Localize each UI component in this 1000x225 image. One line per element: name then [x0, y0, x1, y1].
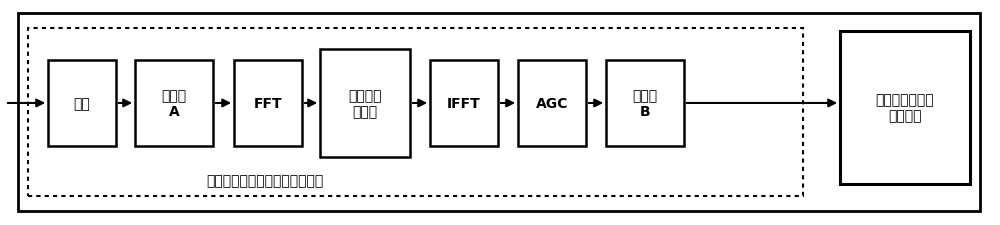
Text: 存储器
A: 存储器 A — [161, 88, 187, 119]
Text: 自适应中值门限频域抗干扰装置: 自适应中值门限频域抗干扰装置 — [206, 173, 324, 187]
Text: IFFT: IFFT — [447, 97, 481, 110]
Bar — [518, 61, 586, 146]
Bar — [320, 50, 410, 158]
Bar — [430, 61, 498, 146]
Text: 加窗: 加窗 — [74, 97, 90, 110]
Bar — [234, 61, 302, 146]
Bar — [48, 61, 116, 146]
Text: AGC: AGC — [536, 97, 568, 110]
Bar — [18, 14, 980, 211]
Text: 干扰识别
与抑制: 干扰识别 与抑制 — [348, 88, 382, 119]
Bar — [840, 32, 970, 184]
Text: 存储器
B: 存储器 B — [632, 88, 658, 119]
Bar — [28, 29, 803, 196]
Bar — [135, 61, 213, 146]
Bar — [606, 61, 684, 146]
Text: FFT: FFT — [254, 97, 282, 110]
Text: 伪码和载波捕获
跟踪模块: 伪码和载波捕获 跟踪模块 — [876, 93, 934, 123]
